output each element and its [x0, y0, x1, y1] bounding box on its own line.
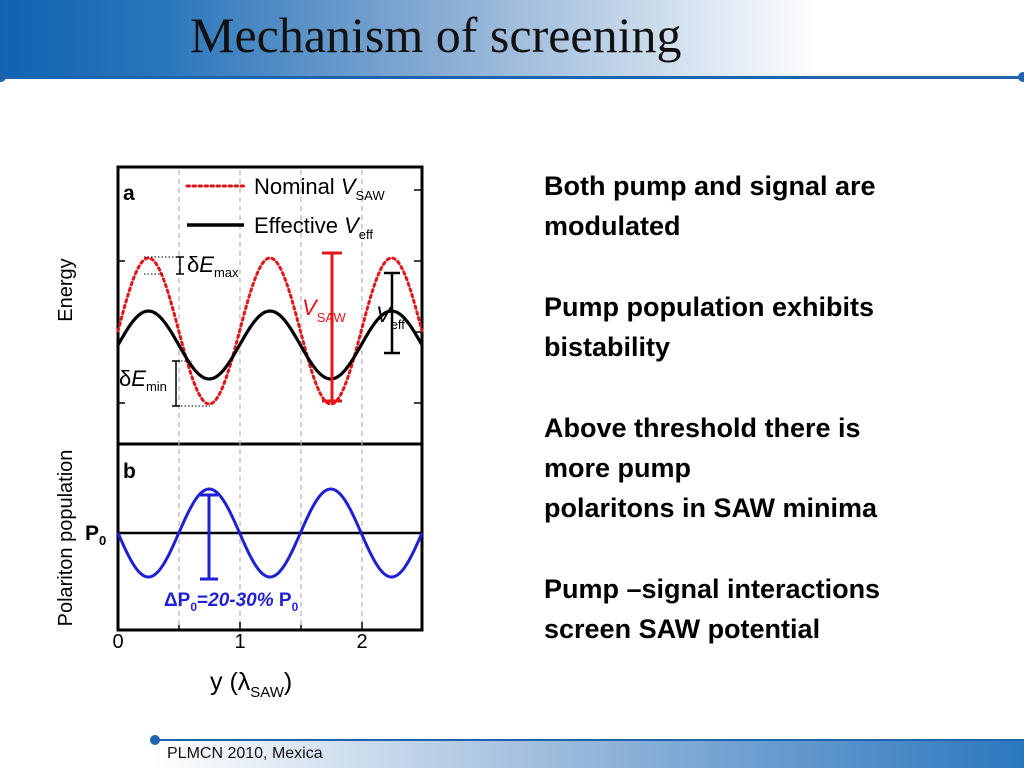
bullet-line: modulated: [544, 211, 681, 241]
x-tick-label-1: 1: [234, 631, 245, 653]
v-saw-label: VSAW: [302, 295, 347, 325]
delta-e-min-marker: [172, 360, 210, 407]
v-saw-marker: [322, 251, 342, 403]
figure-svg: δEmax δEmin VSAW Veff Nominal VSAW Eff: [55, 165, 424, 701]
bullet-line: screen SAW potential: [544, 614, 821, 644]
slide-title: Mechanism of screening: [190, 7, 682, 63]
bullet-screening: Pump –signal interactions screen SAW pot…: [544, 569, 1004, 649]
panel-b-frame: [116, 442, 424, 632]
x-axis-ticks: [117, 622, 363, 630]
bullet-line: bistability: [544, 332, 671, 362]
delta-p-marker: [200, 493, 218, 581]
footer-rule: [155, 739, 1024, 741]
legend: Nominal VSAW Effective Veff: [185, 174, 385, 242]
bullet-line: Pump population exhibits: [544, 292, 874, 322]
footer-band: [0, 740, 1024, 768]
bullet-line: Pump –signal interactions: [544, 574, 881, 604]
p0-label: P0: [85, 522, 106, 548]
v-eff-marker: [384, 271, 400, 355]
x-tick-labels: 0 1 2: [112, 631, 367, 653]
bullet-bistability: Pump population exhibits bistability: [544, 287, 1004, 367]
figure: δEmax δEmin VSAW Veff Nominal VSAW Eff: [40, 160, 440, 720]
v-eff-label: Veff: [376, 302, 405, 332]
delta-e-min-label: δEmin: [119, 366, 167, 394]
panel-a-label: a: [123, 182, 135, 205]
series-polariton-population: [116, 487, 424, 579]
header-band: [0, 0, 1024, 78]
x-tick-label-2: 2: [356, 631, 367, 653]
bullet-line: more pump: [544, 453, 692, 483]
bullet-threshold: Above threshold there is more pump polar…: [544, 408, 1004, 528]
header-rule: [0, 76, 1024, 79]
bullet-line: Above threshold there is: [544, 413, 861, 443]
x-axis-label: y (λSAW): [210, 668, 292, 701]
x-tick-label-0: 0: [112, 631, 123, 653]
panel-a-ylabel: Energy: [55, 258, 77, 321]
header-rule-dot-left: [0, 72, 6, 82]
series-effective-veff: [116, 309, 424, 381]
bullet-line: Both pump and signal are: [544, 171, 876, 201]
bullet-list: Both pump and signal are modulated Pump …: [544, 166, 1004, 690]
delta-p-label: ΔP0=20-30% P0: [164, 590, 299, 614]
header-rule-dot-right: [1018, 72, 1024, 82]
delta-e-max-label: δEmax: [187, 252, 239, 280]
delta-e-max-marker: [144, 256, 185, 275]
panel-b-ylabel: Polariton population: [55, 450, 77, 627]
bullet-line: polaritons in SAW minima: [544, 493, 878, 523]
panel-a-ticks: [118, 189, 421, 404]
footer-text: PLMCN 2010, Mexica: [167, 745, 323, 762]
footer-rule-dot: [150, 735, 160, 745]
dashed-guides: [178, 170, 363, 627]
series-nominal-vsaw: [116, 256, 424, 406]
legend-label-nominal: Nominal VSAW: [254, 174, 385, 203]
legend-label-effective: Effective Veff: [254, 213, 373, 242]
panel-b-label: b: [123, 460, 136, 483]
bullet-modulation: Both pump and signal are modulated: [544, 166, 1004, 246]
